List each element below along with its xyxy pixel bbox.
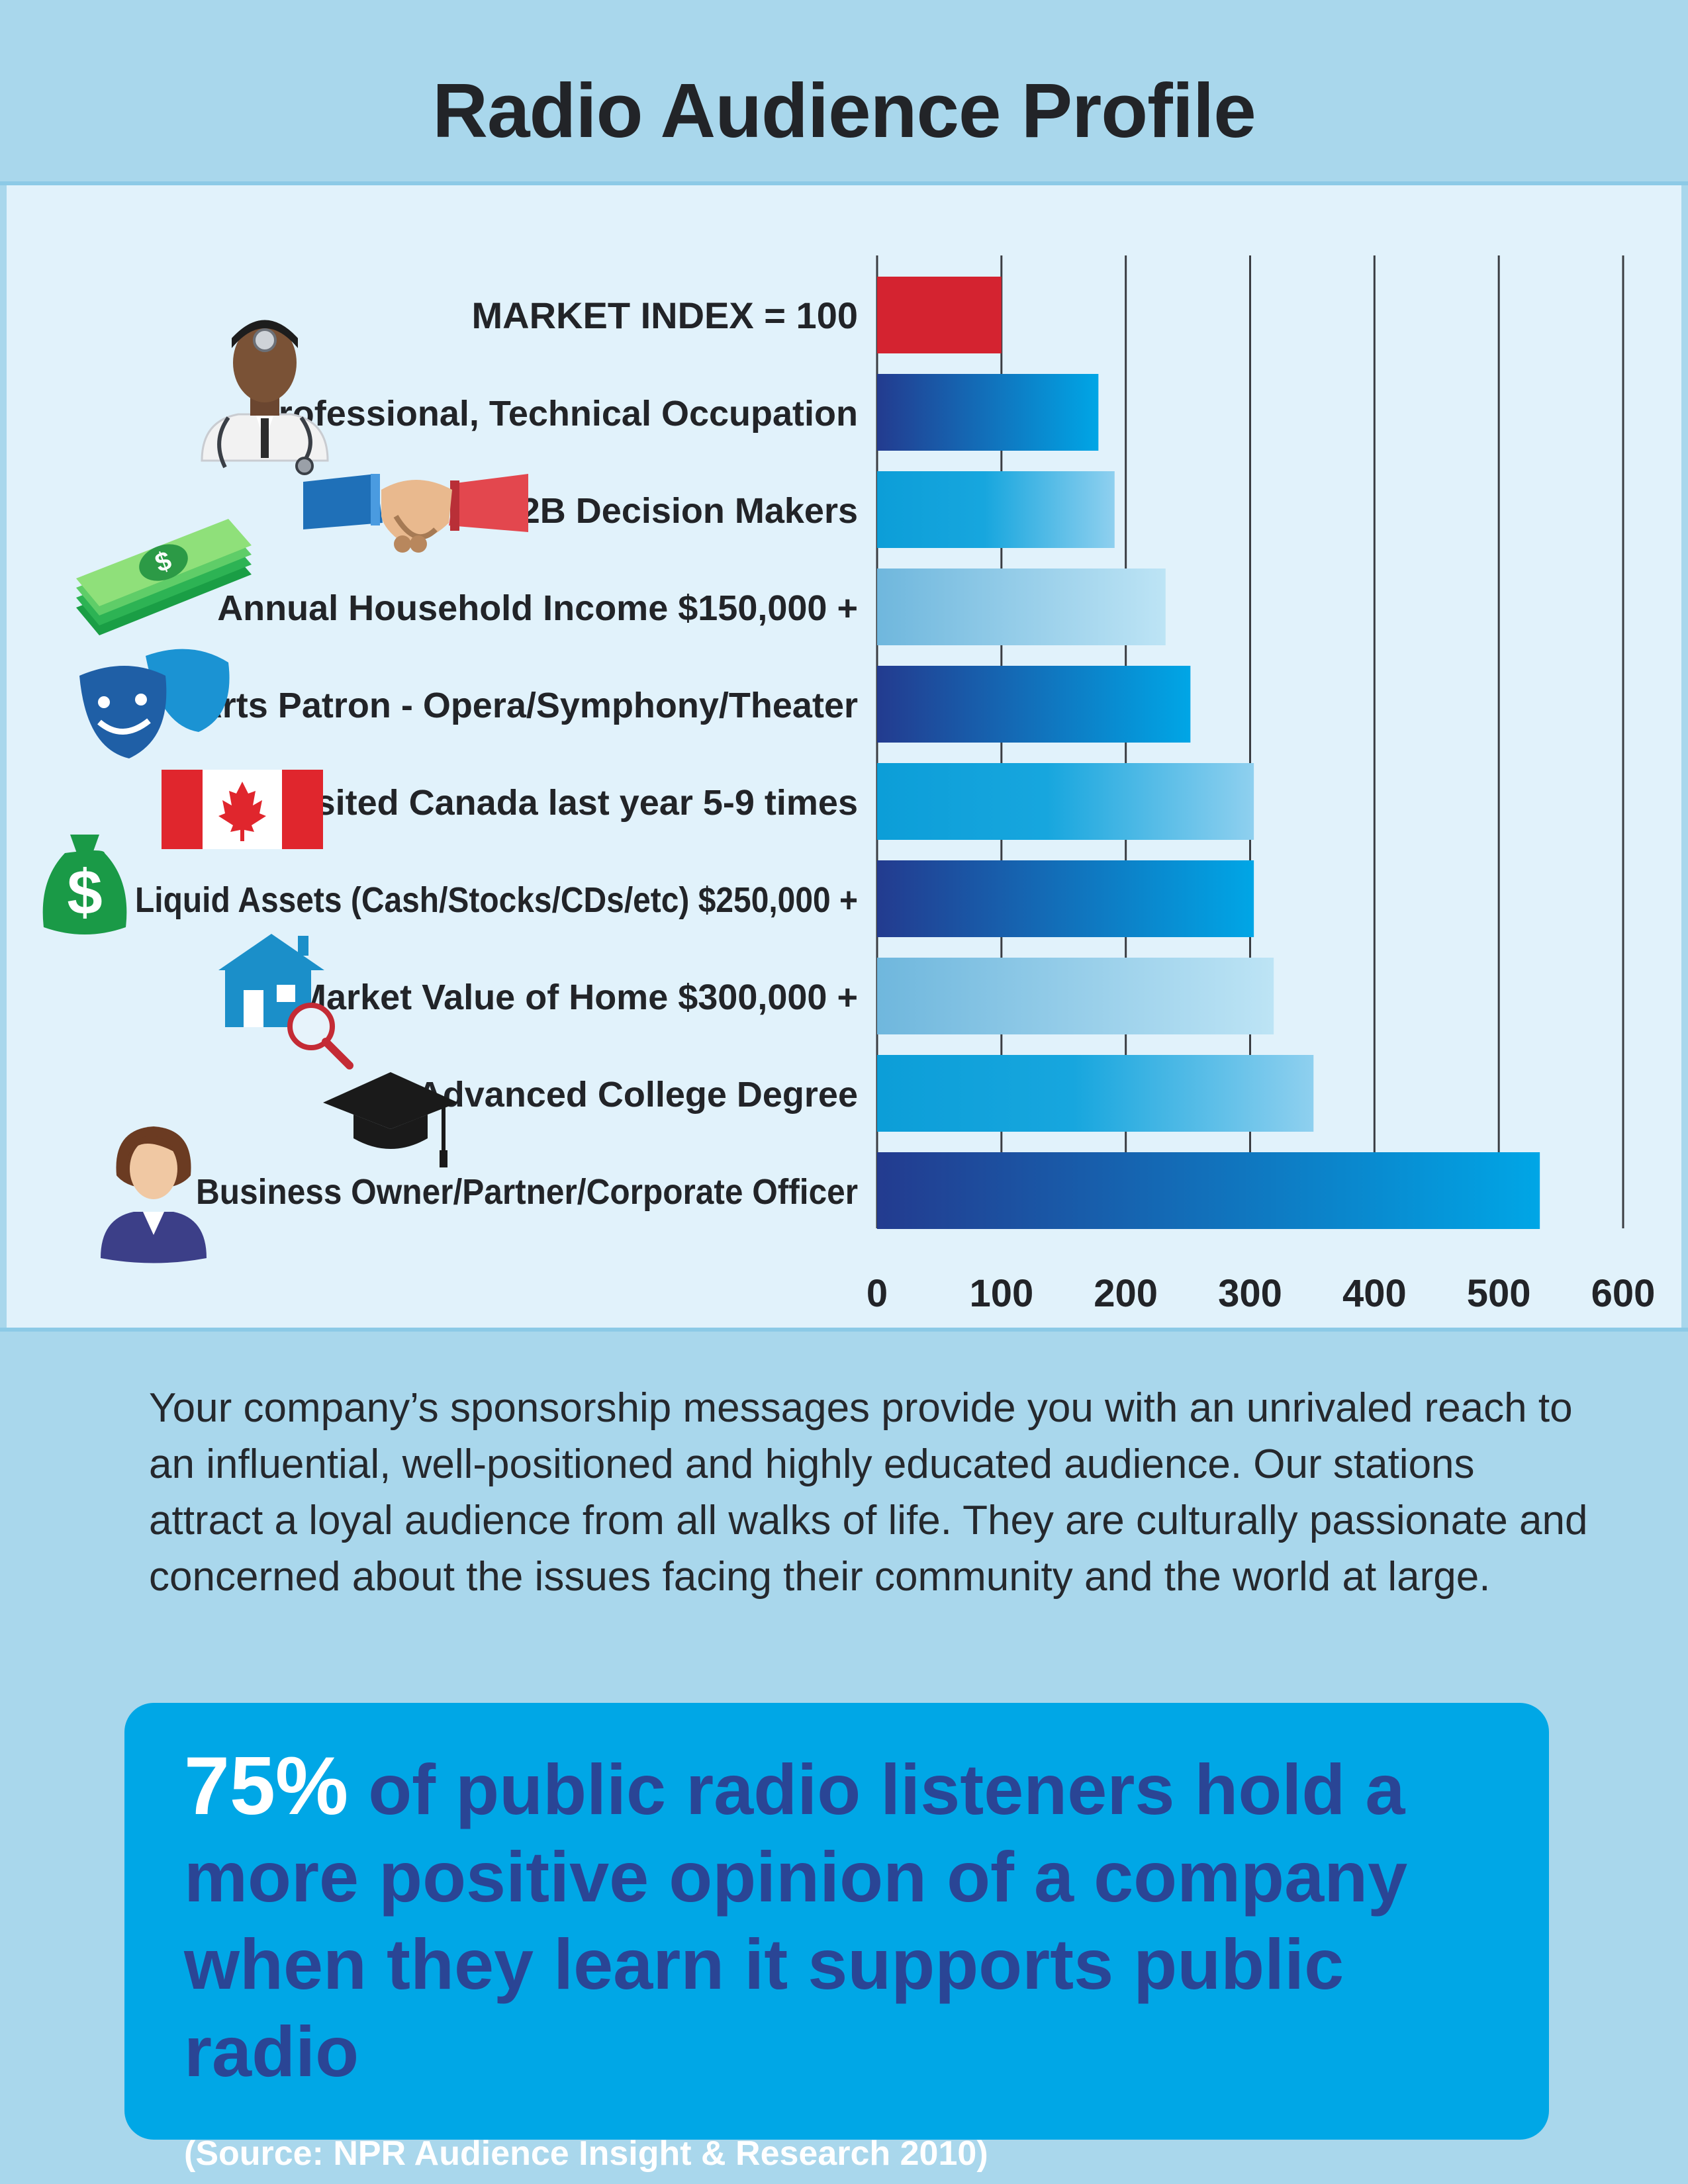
bar-chart: MARKET INDEX = 100 Professional, Technica… bbox=[42, 255, 1656, 1315]
bar bbox=[877, 958, 1274, 1034]
panel-left-edge bbox=[0, 185, 7, 1328]
x-tick-label: 500 bbox=[1467, 1272, 1531, 1315]
chart-panel: MARKET INDEX = 100 Professional, Technica… bbox=[0, 181, 1688, 1332]
businesswoman-icon bbox=[101, 1126, 207, 1263]
x-tick-label: 600 bbox=[1591, 1272, 1656, 1315]
graduation-cap-icon bbox=[323, 1072, 458, 1167]
market-index-bar bbox=[877, 277, 1002, 353]
bar bbox=[877, 860, 1254, 937]
category-label: Advanced College Degree bbox=[417, 1075, 858, 1115]
page-title: Radio Audience Profile bbox=[432, 68, 1256, 154]
category-label: Business Owner/Partner/Corporate Officer bbox=[196, 1172, 858, 1212]
category-label: Visited Canada last year 5-9 times bbox=[283, 783, 858, 823]
svg-text:$: $ bbox=[67, 857, 102, 928]
bar bbox=[877, 374, 1099, 451]
description-paragraph: Your company’s sponsorship messages prov… bbox=[149, 1385, 1588, 1600]
category-label: Professional, Technical Occupation bbox=[255, 394, 858, 433]
category-label: Market Value of Home $300,000 + bbox=[297, 978, 858, 1017]
bar bbox=[877, 1055, 1314, 1132]
category-label: B2B Decision Makers bbox=[494, 491, 858, 531]
callout-statement: 75% of public radio listeners hold a mor… bbox=[184, 1743, 1489, 2095]
callout-source: (Source: NPR Audience Insight & Research… bbox=[184, 2134, 988, 2173]
house-search-icon bbox=[218, 934, 353, 1069]
category-label: MARKET INDEX = 100 bbox=[472, 295, 859, 336]
doctor-icon bbox=[201, 320, 329, 475]
callout-text: of public radio listeners hold a more po… bbox=[184, 1749, 1408, 2091]
money-stack-icon: $ bbox=[76, 519, 252, 635]
category-label: Arts Patron - Opera/Symphony/Theater bbox=[197, 686, 858, 725]
bar bbox=[877, 763, 1254, 840]
statistic-callout: 75% of public radio listeners hold a mor… bbox=[124, 1703, 1549, 2173]
canada-flag-icon bbox=[162, 770, 323, 849]
x-tick-label: 400 bbox=[1342, 1272, 1407, 1315]
x-tick-label: 0 bbox=[867, 1272, 888, 1315]
bar bbox=[877, 569, 1166, 645]
bar bbox=[877, 471, 1115, 548]
x-tick-label: 300 bbox=[1218, 1272, 1282, 1315]
callout-percent: 75% bbox=[184, 1741, 349, 1832]
handshake-icon bbox=[303, 474, 528, 553]
theater-masks-icon bbox=[79, 649, 230, 758]
money-bag-icon: $ bbox=[42, 835, 127, 934]
bar bbox=[877, 1152, 1540, 1229]
panel-right-edge bbox=[1681, 185, 1688, 1328]
x-tick-label: 200 bbox=[1094, 1272, 1158, 1315]
x-tick-label: 100 bbox=[969, 1272, 1033, 1315]
category-label: Annual Household Income $150,000 + bbox=[217, 588, 858, 628]
category-label: Liquid Assets (Cash/Stocks/CDs/etc) $250… bbox=[135, 880, 858, 920]
bar bbox=[877, 666, 1191, 743]
